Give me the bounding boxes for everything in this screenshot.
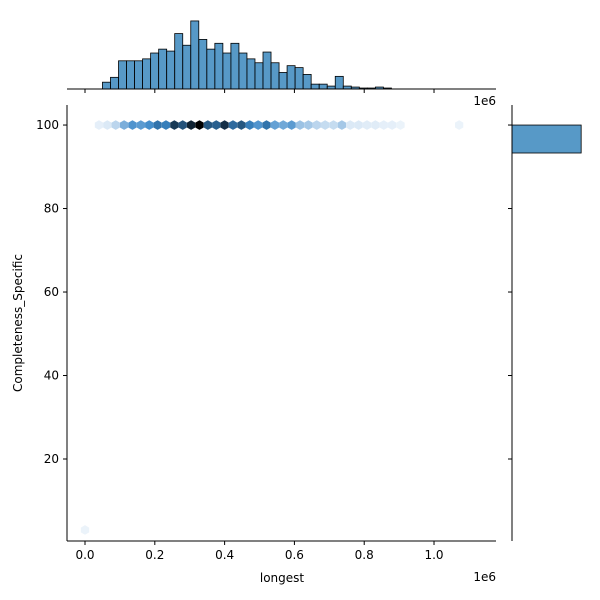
hex-cell: [145, 120, 154, 130]
y-tick-label: 20: [44, 452, 59, 466]
top-hist-bar: [294, 67, 304, 90]
top-hist-bar: [262, 51, 272, 90]
top-hist-bar: [230, 42, 240, 90]
top-hist-bar: [302, 74, 312, 90]
hex-cell: [396, 120, 405, 130]
top-hist-bar: [278, 72, 288, 90]
top-hist-bar: [174, 33, 184, 90]
x-tick-label: 0.6: [285, 548, 304, 562]
hex-cell: [304, 120, 313, 130]
hex-cell: [195, 120, 204, 130]
hex-cell: [320, 120, 330, 130]
hex-cell: [295, 120, 305, 130]
hex-cell: [270, 120, 280, 130]
x-tick-label: 0.0: [75, 548, 94, 562]
hex-cell: [186, 120, 196, 130]
y-axis-label: Completeness_Specific: [11, 254, 25, 392]
hex-cell: [279, 120, 288, 130]
top-hist-bar: [118, 60, 127, 90]
top-hist-bar: [246, 58, 256, 90]
hex-cell: [337, 120, 347, 130]
top-hist-bar: [286, 65, 296, 90]
hex-cell: [111, 120, 120, 130]
y-tick-label: 80: [44, 202, 59, 216]
top-hist-bar: [254, 62, 264, 90]
hex-cell: [346, 120, 355, 130]
hex-cell: [387, 120, 397, 130]
hex-cell: [228, 120, 238, 130]
top-hist-bar: [142, 58, 152, 90]
hex-cell: [212, 120, 221, 130]
hex-cell: [94, 120, 104, 130]
hex-cell: [371, 120, 380, 130]
top-hist-bar: [214, 42, 224, 90]
hex-cell: [80, 525, 90, 535]
hex-cell: [454, 120, 464, 130]
x-tick-label: 1.0: [424, 548, 443, 562]
hex-cell: [136, 120, 146, 130]
hex-cell: [237, 120, 246, 130]
x-offset-label: 1e6: [473, 570, 496, 584]
top-hist-bar: [310, 83, 320, 90]
x-tick-label: 0.8: [355, 548, 374, 562]
hex-cell: [128, 120, 137, 130]
top-hist-bar: [166, 50, 176, 90]
x-tick-label: 0.2: [145, 548, 164, 562]
hex-cell: [362, 120, 372, 130]
right-hist-bar: [511, 124, 582, 154]
top-hist-bar: [206, 48, 216, 90]
hex-cell: [354, 120, 363, 130]
top-offset-label: 1e6: [473, 94, 496, 108]
y-tick-label: 40: [44, 369, 59, 383]
hex-cell: [262, 120, 271, 130]
hex-cell: [161, 120, 171, 130]
top-hist-bar: [150, 52, 160, 90]
hex-cell: [170, 120, 179, 130]
top-hist-bar: [182, 44, 192, 90]
hex-cell: [379, 120, 388, 130]
hex-cell: [119, 120, 129, 130]
hex-cell: [312, 120, 321, 130]
hex-cell: [220, 120, 229, 130]
hex-cell: [329, 120, 338, 130]
top-hist-bar: [158, 48, 168, 90]
top-hist-bar: [102, 81, 111, 90]
hex-cell: [245, 120, 254, 130]
top-hist-bar: [270, 62, 280, 90]
x-tick-label: 0.4: [215, 548, 234, 562]
hex-cell: [153, 120, 162, 130]
top-hist-bar: [334, 75, 344, 90]
top-hist-bar: [110, 76, 119, 90]
y-tick-label: 60: [44, 285, 59, 299]
top-hist-bar: [134, 60, 143, 90]
hex-cell: [253, 120, 263, 130]
x-axis-label: longest: [260, 571, 305, 585]
top-hist-bar: [126, 60, 135, 90]
hex-cell: [203, 120, 213, 130]
y-tick-label: 100: [36, 118, 59, 132]
hex-cell: [178, 120, 187, 130]
top-hist-bar: [222, 52, 232, 90]
hex-cell: [287, 120, 296, 130]
hex-cell: [103, 120, 112, 130]
top-hist-bar: [198, 39, 208, 90]
top-hist-bar: [238, 52, 248, 90]
top-hist-bar: [190, 20, 200, 90]
top-hist-bar: [318, 83, 328, 90]
